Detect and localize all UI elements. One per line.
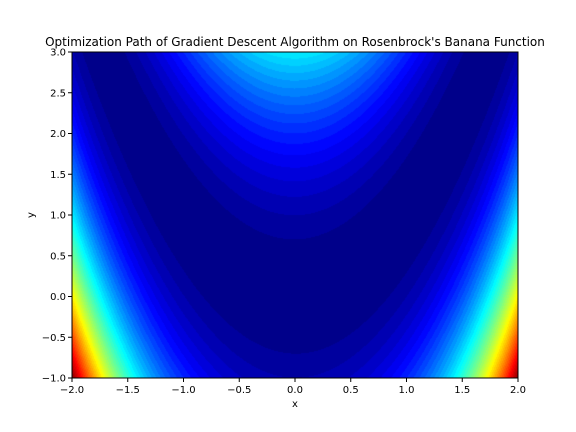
- y-axis-ticks: −1.0 −0.5 0.0 0.5 1.0 1.5 2.0 2.5 3.0: [42, 48, 72, 385]
- x-tick-label: −1.5: [116, 385, 140, 396]
- x-axis-ticks: −2.0 −1.5 −1.0 −0.5 0.0 0.5 1.0 1.5 2.0: [60, 378, 526, 396]
- x-tick-label: −2.0: [60, 385, 84, 396]
- chart-title: Optimization Path of Gradient Descent Al…: [45, 35, 545, 49]
- y-tick-label: 0.0: [50, 292, 66, 303]
- x-tick-label: 2.0: [510, 385, 526, 396]
- y-tick-label: 2.5: [50, 88, 66, 99]
- x-tick-label: 0.5: [343, 385, 359, 396]
- contour-plot-area: [72, 52, 518, 378]
- y-tick-label: −0.5: [42, 333, 66, 344]
- x-tick-label: 1.0: [399, 385, 415, 396]
- y-tick-label: 3.0: [50, 48, 66, 59]
- y-tick-label: 1.0: [50, 211, 66, 222]
- x-axis-label: x: [292, 399, 298, 410]
- y-axis-label: y: [26, 212, 37, 218]
- x-tick-label: −0.5: [227, 385, 251, 396]
- x-tick-label: −1.0: [171, 385, 195, 396]
- y-tick-label: 0.5: [50, 251, 66, 262]
- y-tick-label: 2.0: [50, 129, 66, 140]
- x-tick-label: 0.0: [287, 385, 303, 396]
- x-tick-label: 1.5: [454, 385, 470, 396]
- y-tick-label: −1.0: [42, 374, 66, 385]
- y-tick-label: 1.5: [50, 170, 66, 181]
